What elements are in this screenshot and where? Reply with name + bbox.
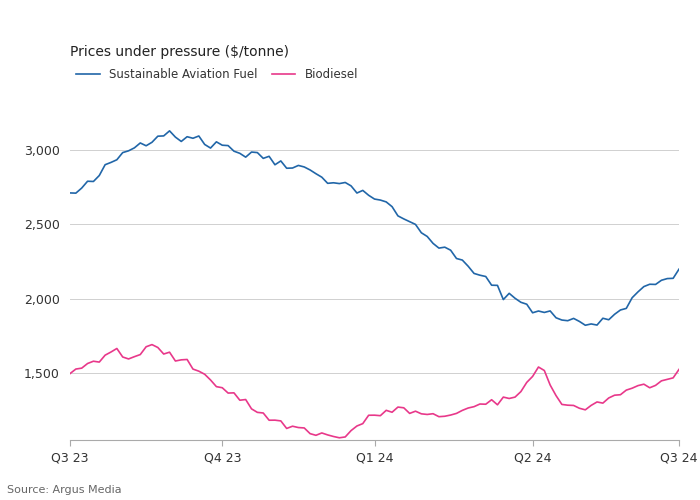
Sustainable Aviation Fuel xyxy=(66,190,74,196)
Sustainable Aviation Fuel xyxy=(165,128,174,134)
Sustainable Aviation Fuel xyxy=(306,167,314,173)
Biodiesel xyxy=(522,380,531,386)
Biodiesel xyxy=(341,434,349,440)
Biodiesel xyxy=(335,435,344,441)
Sustainable Aviation Fuel xyxy=(148,140,156,145)
Sustainable Aviation Fuel xyxy=(517,300,525,306)
Biodiesel xyxy=(148,342,156,347)
Biodiesel xyxy=(66,370,74,376)
Sustainable Aviation Fuel xyxy=(675,266,683,272)
Biodiesel xyxy=(306,430,314,436)
Legend: Sustainable Aviation Fuel, Biodiesel: Sustainable Aviation Fuel, Biodiesel xyxy=(76,68,358,81)
Text: Prices under pressure ($/tonne): Prices under pressure ($/tonne) xyxy=(70,44,289,59)
Sustainable Aviation Fuel xyxy=(71,190,80,196)
Line: Biodiesel: Biodiesel xyxy=(70,344,679,438)
Biodiesel xyxy=(675,366,683,372)
Biodiesel xyxy=(153,344,162,350)
Sustainable Aviation Fuel xyxy=(581,322,589,328)
Sustainable Aviation Fuel xyxy=(335,180,344,186)
Sustainable Aviation Fuel xyxy=(511,296,519,302)
Text: Source: Argus Media: Source: Argus Media xyxy=(7,485,122,495)
Biodiesel xyxy=(71,366,80,372)
Line: Sustainable Aviation Fuel: Sustainable Aviation Fuel xyxy=(70,131,679,325)
Biodiesel xyxy=(517,388,525,394)
